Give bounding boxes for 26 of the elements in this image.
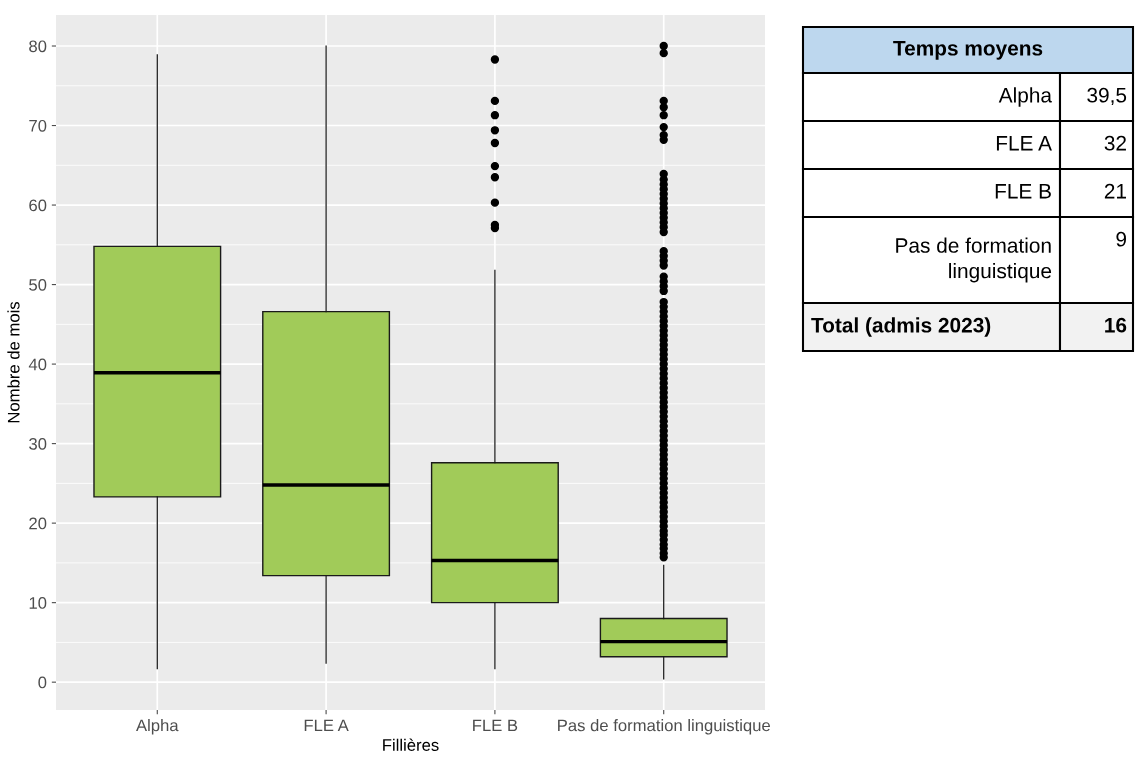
text: Temps moyens — [893, 41, 1043, 60]
y-tick-label: 60 — [29, 199, 47, 212]
text: 16 — [1105, 317, 1127, 333]
category-label: Total (admis 2023) — [811, 317, 991, 337]
x-tick-label: Alpha — [136, 719, 179, 735]
x-tick-label: FLE B — [473, 719, 518, 732]
y-tick-label: 50 — [29, 278, 47, 291]
x-tick-label: Pas de formation linguistique — [558, 719, 770, 735]
y-tick-label: 30 — [29, 438, 47, 450]
y-tick-label: 40 — [28, 358, 47, 371]
category-label: FLE A — [996, 136, 1052, 151]
category-label: Pas de formation linguistique — [896, 237, 1052, 283]
text: 21 — [1104, 183, 1126, 199]
text: 32 — [1104, 135, 1126, 151]
category-label: Alpha — [998, 87, 1052, 107]
y-tick-label: 0 — [38, 676, 47, 689]
y-tick-label: 10 — [29, 597, 47, 609]
category-label: FLE B — [995, 184, 1051, 199]
y-axis-title: Nombre de mois — [7, 301, 20, 423]
text: 39,5 — [1087, 87, 1127, 106]
x-axis-title: Fillières — [383, 738, 439, 751]
y-tick-label: 70 — [29, 119, 47, 132]
text: 9 — [1116, 231, 1127, 247]
y-tick-label: 80 — [29, 40, 47, 53]
x-tick-label: FLE A — [304, 719, 349, 732]
y-tick-label: 20 — [29, 517, 47, 530]
